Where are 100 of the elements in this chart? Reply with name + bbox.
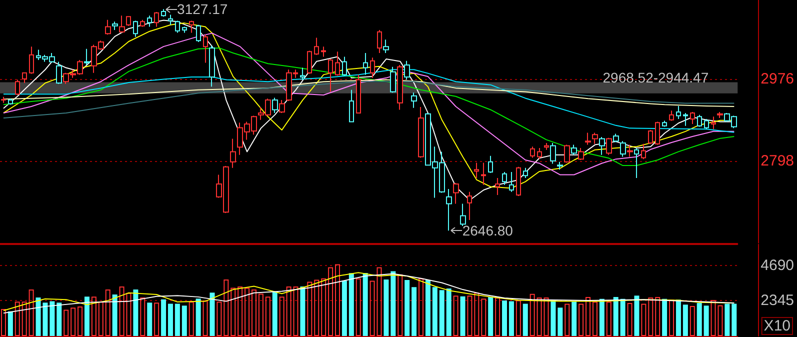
bar	[56, 302, 62, 336]
bar	[558, 308, 563, 336]
candlestick	[1, 96, 6, 104]
candlestick	[585, 132, 591, 146]
bar	[258, 294, 264, 336]
candlestick	[22, 72, 27, 84]
candlestick	[411, 92, 417, 108]
candlestick	[133, 20, 138, 38]
candlestick	[8, 98, 13, 106]
bar	[22, 302, 27, 336]
bar	[564, 304, 570, 336]
bar	[251, 290, 256, 336]
bar	[112, 294, 118, 336]
candlestick	[196, 24, 201, 42]
candlestick	[370, 57, 375, 78]
bar	[0, 309, 6, 336]
bar	[28, 290, 34, 336]
candlestick	[328, 58, 333, 92]
bar	[460, 296, 466, 336]
candlestick	[467, 191, 472, 220]
bar	[508, 301, 514, 336]
candlestick	[495, 177, 500, 196]
bar	[8, 311, 13, 336]
bar	[592, 302, 598, 336]
candlestick	[509, 171, 514, 192]
candlestick	[537, 148, 542, 160]
bar	[362, 272, 368, 336]
bar	[696, 302, 702, 336]
bar	[384, 279, 389, 336]
bar	[669, 300, 674, 336]
bar	[578, 304, 584, 336]
bar	[321, 278, 326, 336]
bar	[98, 302, 104, 336]
bar	[536, 298, 542, 336]
y-tick-label: 2798	[760, 152, 794, 170]
y-tick-label: 4690	[760, 256, 794, 274]
candlestick	[15, 79, 20, 96]
bar	[328, 267, 334, 336]
bar	[418, 278, 424, 336]
bar	[342, 280, 347, 336]
candlestick	[182, 26, 187, 34]
bar	[516, 300, 521, 336]
bar	[606, 302, 612, 336]
candlestick	[335, 51, 340, 76]
bar	[140, 298, 146, 336]
bar	[690, 306, 695, 336]
candlestick	[321, 46, 326, 58]
candlestick	[126, 16, 131, 26]
candlestick	[690, 112, 695, 125]
bar	[314, 280, 320, 336]
candlestick	[140, 19, 145, 28]
bar	[530, 294, 535, 336]
candlestick	[655, 121, 660, 146]
bar	[495, 298, 500, 336]
annotation: 3127.17	[177, 1, 228, 18]
candlestick	[530, 146, 535, 158]
bar	[474, 292, 480, 336]
bar	[599, 298, 604, 336]
candlestick	[474, 162, 479, 178]
bar	[84, 296, 90, 336]
candlestick	[704, 118, 709, 130]
bar	[265, 296, 270, 336]
bar	[398, 274, 403, 336]
candlestick	[711, 116, 716, 130]
bar	[481, 298, 486, 336]
bar	[64, 310, 69, 336]
bar	[188, 302, 194, 336]
bar	[676, 300, 681, 336]
candlestick	[446, 188, 452, 232]
bar	[627, 302, 632, 336]
bar	[216, 302, 222, 336]
bar	[105, 290, 110, 336]
bar	[502, 300, 508, 336]
bar	[78, 306, 83, 336]
candlestick	[683, 112, 688, 126]
bar	[432, 287, 438, 336]
bar	[655, 296, 660, 336]
bar	[224, 279, 229, 336]
bar	[174, 304, 180, 336]
annotation: 2646.80	[462, 222, 514, 239]
bar	[244, 288, 250, 336]
line-series	[2, 69, 735, 133]
bar	[439, 290, 444, 336]
bar	[161, 299, 166, 336]
candlestick	[488, 155, 493, 174]
candlestick	[697, 114, 702, 128]
candlestick	[523, 167, 528, 178]
bar	[91, 296, 96, 336]
bar	[210, 292, 215, 336]
bar	[272, 292, 278, 336]
candlestick	[662, 120, 667, 128]
bar	[168, 304, 173, 336]
candlestick	[203, 34, 208, 64]
bar	[620, 298, 626, 336]
candlestick	[349, 89, 354, 123]
candlestick	[161, 8, 166, 18]
bar	[453, 296, 458, 336]
candlestick	[356, 74, 361, 114]
bar	[732, 304, 737, 336]
bar	[348, 273, 354, 336]
